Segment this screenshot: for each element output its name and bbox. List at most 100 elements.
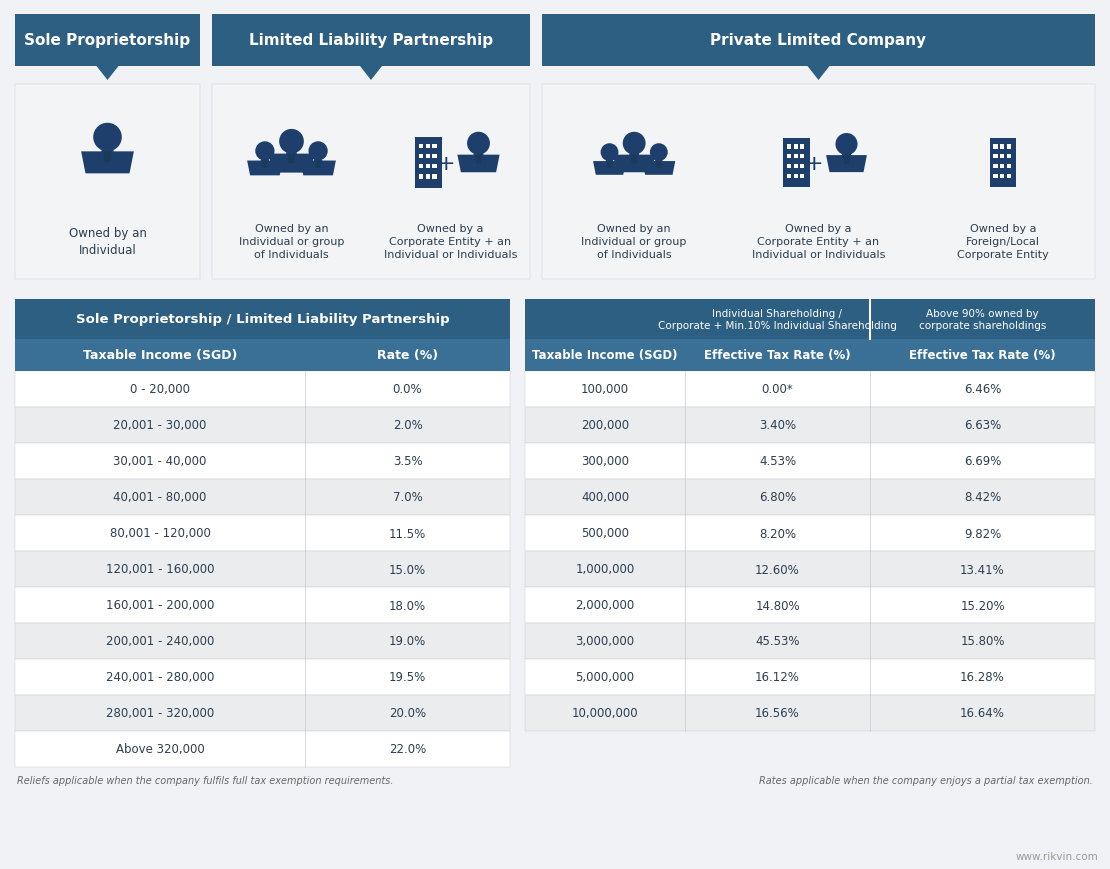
FancyBboxPatch shape [418, 155, 423, 159]
Text: +: + [804, 154, 823, 174]
Text: 280,001 - 320,000: 280,001 - 320,000 [105, 706, 214, 720]
FancyBboxPatch shape [16, 623, 509, 660]
FancyBboxPatch shape [525, 372, 1094, 408]
Polygon shape [613, 156, 655, 173]
Text: 7.0%: 7.0% [393, 491, 423, 504]
Text: Taxable Income (SGD): Taxable Income (SGD) [533, 349, 678, 362]
FancyBboxPatch shape [212, 15, 529, 67]
FancyBboxPatch shape [794, 175, 798, 179]
Text: 9.82%: 9.82% [963, 527, 1001, 540]
FancyBboxPatch shape [16, 587, 509, 623]
Text: 3.40%: 3.40% [759, 419, 796, 432]
Text: 0.0%: 0.0% [393, 383, 422, 396]
FancyBboxPatch shape [16, 515, 509, 551]
Text: 100,000: 100,000 [581, 383, 629, 396]
FancyBboxPatch shape [542, 85, 1094, 280]
Text: 19.5%: 19.5% [388, 671, 426, 684]
Text: 16.28%: 16.28% [960, 671, 1005, 684]
Polygon shape [655, 161, 663, 163]
FancyBboxPatch shape [685, 300, 870, 340]
FancyBboxPatch shape [1007, 175, 1010, 179]
Text: 22.0%: 22.0% [388, 743, 426, 756]
Polygon shape [262, 162, 268, 169]
Text: 14.80%: 14.80% [755, 599, 800, 612]
Text: 20.0%: 20.0% [388, 706, 426, 720]
Text: Owned by an
Individual or group
of Individuals: Owned by an Individual or group of Indiv… [239, 223, 344, 260]
FancyBboxPatch shape [525, 300, 685, 340]
FancyBboxPatch shape [794, 155, 798, 159]
FancyBboxPatch shape [16, 372, 509, 408]
FancyBboxPatch shape [870, 300, 1094, 340]
FancyBboxPatch shape [542, 15, 1094, 67]
Polygon shape [103, 152, 112, 163]
Text: 10,000,000: 10,000,000 [572, 706, 638, 720]
Text: 6.63%: 6.63% [963, 419, 1001, 432]
FancyBboxPatch shape [16, 408, 509, 443]
FancyBboxPatch shape [425, 155, 430, 159]
Polygon shape [826, 156, 867, 173]
FancyBboxPatch shape [787, 145, 791, 149]
Text: 160,001 - 200,000: 160,001 - 200,000 [105, 599, 214, 612]
Text: Owned by a
Corporate Entity + an
Individual or Individuals: Owned by a Corporate Entity + an Individ… [384, 223, 517, 260]
FancyBboxPatch shape [305, 340, 509, 372]
Text: 200,000: 200,000 [581, 419, 629, 432]
Text: Limited Liability Partnership: Limited Liability Partnership [249, 34, 493, 49]
Text: 1,000,000: 1,000,000 [575, 563, 635, 576]
Polygon shape [656, 162, 662, 169]
Polygon shape [605, 161, 614, 163]
FancyBboxPatch shape [525, 408, 1094, 443]
Text: Rates applicable when the company enjoys a partial tax exemption.: Rates applicable when the company enjoys… [759, 775, 1093, 785]
FancyBboxPatch shape [800, 145, 805, 149]
FancyBboxPatch shape [16, 695, 509, 731]
FancyBboxPatch shape [800, 175, 805, 179]
Polygon shape [841, 154, 851, 156]
Text: 6.80%: 6.80% [759, 491, 796, 504]
Text: 16.64%: 16.64% [960, 706, 1005, 720]
Text: Taxable Income (SGD): Taxable Income (SGD) [83, 349, 238, 362]
Text: 8.20%: 8.20% [759, 527, 796, 540]
FancyBboxPatch shape [993, 175, 998, 179]
FancyBboxPatch shape [1000, 165, 1005, 169]
Text: 4.53%: 4.53% [759, 455, 796, 468]
FancyBboxPatch shape [525, 340, 685, 372]
Text: 200,001 - 240,000: 200,001 - 240,000 [105, 634, 214, 647]
Circle shape [467, 133, 490, 156]
Polygon shape [287, 155, 295, 164]
FancyBboxPatch shape [993, 145, 998, 149]
FancyBboxPatch shape [432, 144, 436, 149]
Text: 12.60%: 12.60% [755, 563, 800, 576]
Text: 8.42%: 8.42% [963, 491, 1001, 504]
Text: 30,001 - 40,000: 30,001 - 40,000 [113, 455, 206, 468]
Polygon shape [97, 67, 119, 81]
FancyBboxPatch shape [794, 145, 798, 149]
FancyBboxPatch shape [1007, 145, 1010, 149]
Text: 45.53%: 45.53% [755, 634, 799, 647]
Text: Effective Tax Rate (%): Effective Tax Rate (%) [909, 349, 1056, 362]
Polygon shape [301, 162, 336, 176]
FancyBboxPatch shape [432, 155, 436, 159]
FancyBboxPatch shape [16, 443, 509, 480]
Text: Owned by a
Foreign/Local
Corporate Entity: Owned by a Foreign/Local Corporate Entit… [957, 223, 1049, 260]
Polygon shape [314, 160, 323, 163]
Text: Owned by an
Individual or group
of Individuals: Owned by an Individual or group of Indiv… [582, 223, 687, 260]
Text: 6.69%: 6.69% [963, 455, 1001, 468]
Circle shape [623, 133, 646, 156]
FancyBboxPatch shape [525, 660, 1094, 695]
Text: 2,000,000: 2,000,000 [575, 599, 635, 612]
FancyBboxPatch shape [16, 660, 509, 695]
Polygon shape [285, 153, 297, 156]
FancyBboxPatch shape [870, 340, 1094, 372]
Text: Owned by an
Individual: Owned by an Individual [69, 226, 147, 257]
Text: 15.0%: 15.0% [388, 563, 426, 576]
Polygon shape [248, 162, 283, 176]
FancyBboxPatch shape [16, 85, 200, 280]
Text: 40,001 - 80,000: 40,001 - 80,000 [113, 491, 206, 504]
Polygon shape [844, 156, 850, 164]
FancyBboxPatch shape [432, 165, 436, 169]
Polygon shape [807, 67, 829, 81]
FancyBboxPatch shape [794, 165, 798, 169]
FancyBboxPatch shape [787, 165, 791, 169]
FancyBboxPatch shape [16, 551, 509, 587]
Text: 16.56%: 16.56% [755, 706, 800, 720]
FancyBboxPatch shape [787, 155, 791, 159]
